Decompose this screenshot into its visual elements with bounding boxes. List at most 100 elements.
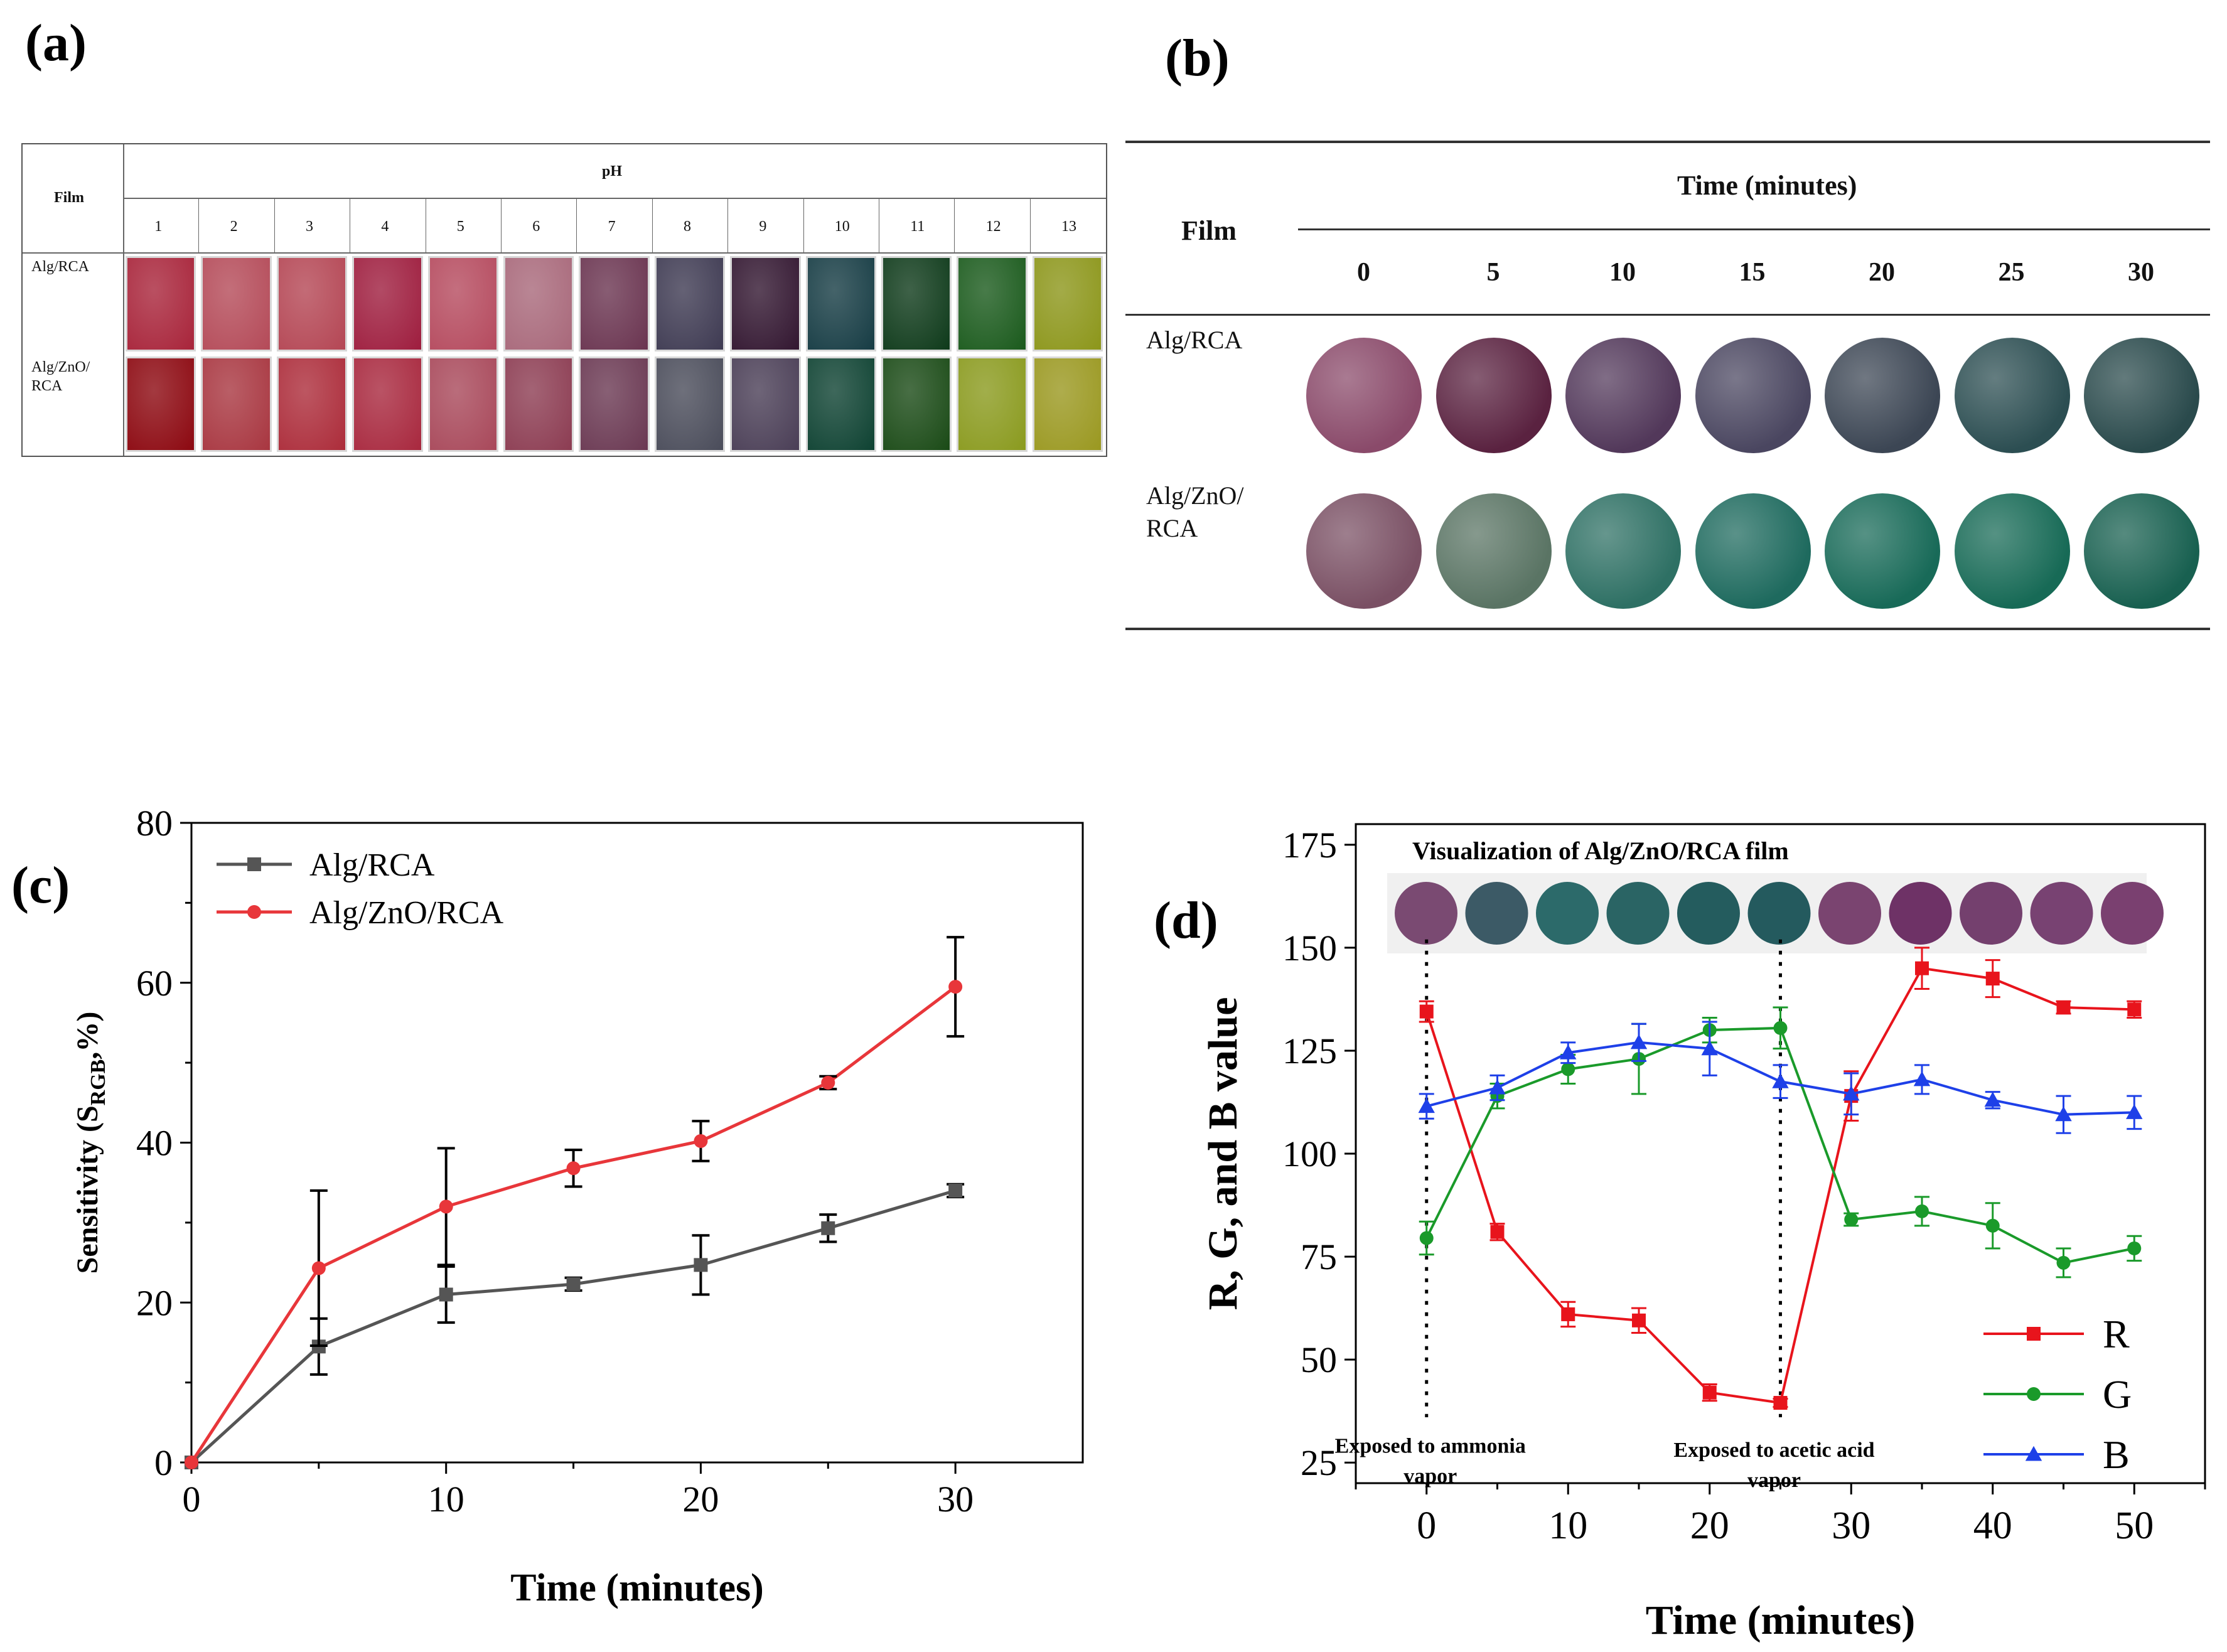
- legend-marker: [2025, 1446, 2042, 1461]
- y-tick-label: 25: [1301, 1442, 1337, 1483]
- data-point: [1419, 1231, 1434, 1245]
- panel-b-letter: (b): [1165, 29, 1230, 87]
- data-point: [1985, 1218, 2000, 1233]
- data-point: [1702, 1385, 1717, 1400]
- data-point: [694, 1258, 708, 1272]
- data-point: [566, 1161, 581, 1176]
- y-tick-label: 125: [1282, 1031, 1337, 1071]
- panel-d-letter: (d): [1154, 891, 1218, 950]
- legend-marker: [2027, 1327, 2041, 1341]
- y-tick-label: 80: [136, 803, 173, 844]
- data-point: [1419, 1004, 1434, 1019]
- data-point: [2056, 1000, 2071, 1015]
- table-b-bottom-rule: [1125, 628, 2210, 630]
- data-point: [694, 1134, 708, 1148]
- ph-color-swatch: [427, 256, 498, 351]
- ph-color-swatch: [276, 256, 348, 351]
- data-point: [566, 1277, 581, 1291]
- table-a-ph-header: pH: [602, 163, 623, 180]
- y-tick-label: 50: [1301, 1339, 1337, 1380]
- inset-film-disc: [1536, 882, 1599, 945]
- film-color-disc: [1954, 493, 2070, 609]
- data-point: [1632, 1313, 1646, 1328]
- table-b-col-label: 5: [1486, 258, 1500, 287]
- ph-color-swatch: [730, 256, 801, 351]
- y-tick-label: 40: [136, 1123, 173, 1164]
- data-point: [2127, 1241, 2142, 1255]
- ph-color-swatch: [957, 256, 1028, 351]
- table-b-time-header: Time (minutes): [1677, 170, 1857, 201]
- y-tick-label: 75: [1301, 1236, 1337, 1277]
- inset-film-disc: [1889, 882, 1952, 945]
- film-color-disc: [1825, 493, 1940, 609]
- table-b-col-label: 10: [1609, 258, 1636, 287]
- table-a-col-divider: [123, 144, 124, 456]
- legend-label: B: [2103, 1432, 2130, 1477]
- data-point: [1843, 1085, 1860, 1101]
- film-color-disc: [1435, 338, 1552, 453]
- inset-film-disc: [1960, 882, 2022, 945]
- table-b-top-rule: [1125, 141, 2210, 143]
- y-tick-label: 20: [136, 1282, 173, 1323]
- data-point: [2055, 1106, 2072, 1122]
- table-b-col-label: 25: [1998, 258, 2025, 287]
- panel-c-letter: (c): [11, 856, 70, 914]
- data-point: [2126, 1104, 2143, 1119]
- table-a-film-header: Film: [54, 190, 84, 206]
- data-point: [1915, 1204, 1929, 1218]
- film-color-disc: [1954, 338, 2070, 453]
- data-point: [439, 1199, 453, 1214]
- ph-color-swatch: [352, 357, 423, 452]
- table-a-col-label: 5: [456, 218, 464, 235]
- table-a-header-divider: [123, 198, 1106, 199]
- data-point: [1560, 1044, 1577, 1059]
- y-tick-label: 175: [1282, 825, 1337, 866]
- data-point: [439, 1287, 453, 1302]
- y-axis-label: R, G, and B value: [1200, 997, 1246, 1311]
- table-a-col-label: 12: [985, 218, 1001, 235]
- data-point: [1844, 1213, 1859, 1226]
- film-color-disc: [1435, 493, 1552, 609]
- table-a-col-label: 4: [381, 218, 389, 235]
- legend-label: Alg/RCA: [309, 847, 435, 883]
- table-a-row-label: Alg/RCA: [31, 259, 90, 275]
- ph-color-swatch: [503, 256, 574, 351]
- table-a-row-divider: [23, 252, 1106, 254]
- table-a-grid-line: [1029, 198, 1031, 252]
- table-b-film-header: Film: [1181, 215, 1237, 246]
- data-point: [1915, 961, 1929, 975]
- data-point: [1984, 1092, 2001, 1107]
- x-tick-label: 20: [682, 1479, 719, 1520]
- table-a-col-label: 7: [608, 218, 616, 235]
- ph-color-swatch: [881, 256, 952, 351]
- table-b-header-rule: [1298, 228, 2210, 230]
- table-a-col-label: 11: [910, 218, 925, 235]
- table-a-grid-line: [803, 198, 804, 252]
- film-color-disc: [1695, 338, 1811, 453]
- table-a-col-label: 2: [230, 218, 238, 235]
- table-a-grid-line: [576, 198, 577, 252]
- table-a-grid-line: [727, 198, 729, 252]
- ph-color-swatch: [1032, 256, 1103, 351]
- film-color-disc: [2084, 338, 2199, 453]
- ph-color-swatch: [352, 256, 423, 351]
- data-point: [821, 1075, 835, 1090]
- ammonia-annotation: vapor: [1403, 1465, 1457, 1488]
- table-a-grid-line: [198, 198, 200, 252]
- data-point: [1561, 1307, 1575, 1321]
- ph-color-swatch: [427, 357, 498, 452]
- table-a-row-label: Alg/ZnO/: [31, 359, 90, 375]
- series-line-Alg/RCA: [190, 1189, 956, 1464]
- table-a-col-label: 9: [759, 218, 767, 235]
- legend-label: R: [2103, 1312, 2130, 1356]
- ph-color-swatch: [654, 256, 726, 351]
- data-point: [1418, 1098, 1435, 1113]
- inset-film-disc: [2101, 882, 2164, 945]
- ph-color-swatch: [579, 357, 650, 452]
- inset-film-disc: [1465, 882, 1528, 945]
- data-point: [1701, 1040, 1718, 1056]
- y-tick-label: 0: [154, 1442, 173, 1483]
- ph-color-swatch: [201, 357, 272, 452]
- y-tick-label: 60: [136, 963, 173, 1004]
- film-color-disc: [2084, 493, 2199, 609]
